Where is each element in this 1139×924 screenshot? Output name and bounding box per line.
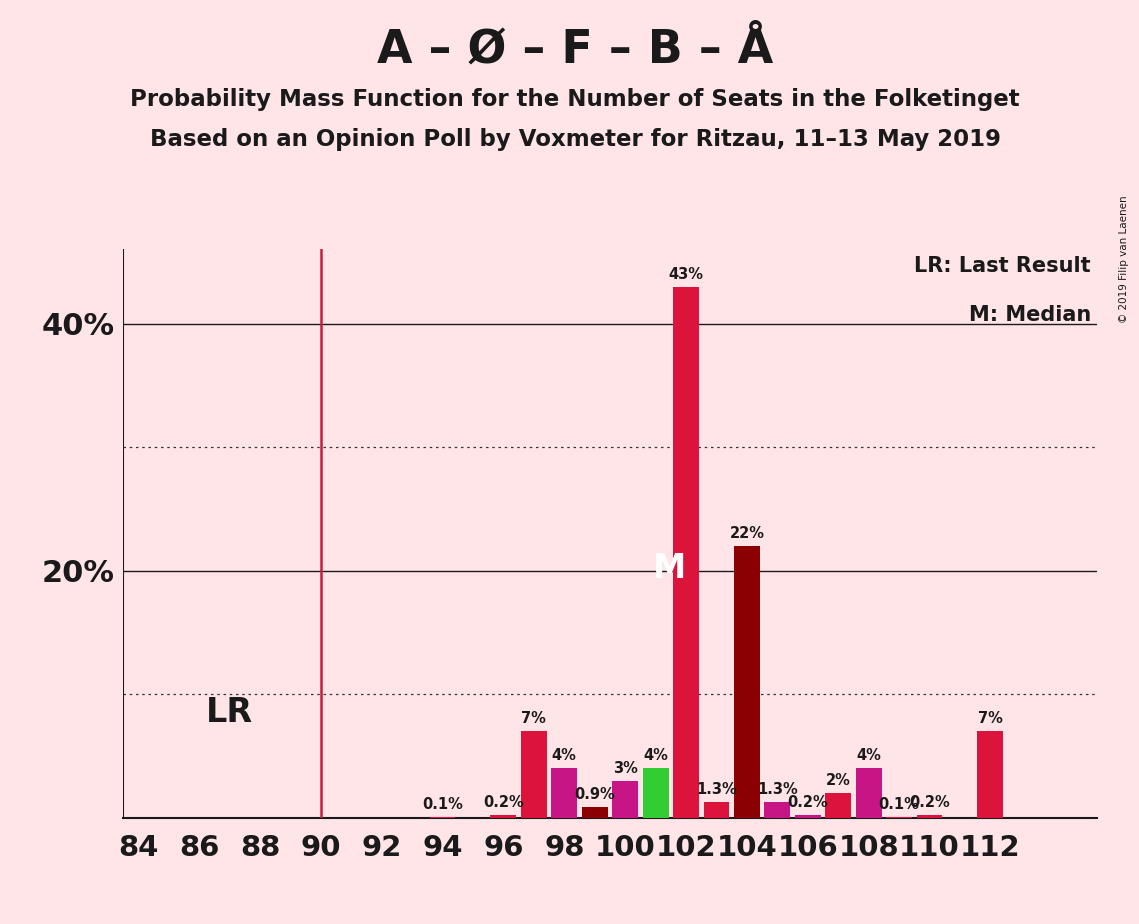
Bar bbox=[977, 731, 1003, 818]
Text: 7%: 7% bbox=[522, 711, 547, 726]
Text: 0.2%: 0.2% bbox=[909, 796, 950, 810]
Text: 0.1%: 0.1% bbox=[423, 796, 462, 811]
Bar bbox=[551, 769, 577, 818]
Bar bbox=[704, 802, 729, 818]
Text: M: M bbox=[653, 552, 686, 585]
Bar bbox=[764, 802, 790, 818]
Text: 0.2%: 0.2% bbox=[483, 796, 524, 810]
Text: 43%: 43% bbox=[669, 267, 704, 282]
Bar bbox=[855, 769, 882, 818]
Text: 4%: 4% bbox=[552, 748, 576, 763]
Text: 4%: 4% bbox=[857, 748, 882, 763]
Text: 0.2%: 0.2% bbox=[787, 796, 828, 810]
Text: 0.1%: 0.1% bbox=[878, 796, 919, 811]
Text: M: Median: M: Median bbox=[968, 305, 1091, 325]
Bar bbox=[429, 817, 456, 818]
Text: © 2019 Filip van Laenen: © 2019 Filip van Laenen bbox=[1120, 195, 1129, 322]
Text: 0.9%: 0.9% bbox=[574, 786, 615, 802]
Bar bbox=[795, 815, 821, 818]
Bar bbox=[917, 815, 942, 818]
Text: Probability Mass Function for the Number of Seats in the Folketinget: Probability Mass Function for the Number… bbox=[130, 88, 1021, 111]
Text: 1.3%: 1.3% bbox=[757, 782, 797, 796]
Bar bbox=[582, 807, 607, 818]
Bar bbox=[673, 286, 699, 818]
Text: 22%: 22% bbox=[729, 526, 764, 541]
Text: A – Ø – F – B – Å: A – Ø – F – B – Å bbox=[377, 28, 773, 73]
Text: 1.3%: 1.3% bbox=[696, 782, 737, 796]
Text: 4%: 4% bbox=[644, 748, 667, 763]
Bar bbox=[734, 546, 760, 818]
Text: LR: Last Result: LR: Last Result bbox=[915, 256, 1091, 275]
Bar bbox=[521, 731, 547, 818]
Bar bbox=[826, 793, 851, 818]
Bar bbox=[491, 815, 516, 818]
Text: 7%: 7% bbox=[978, 711, 1002, 726]
Text: 3%: 3% bbox=[613, 760, 638, 776]
Bar bbox=[886, 817, 912, 818]
Bar bbox=[642, 769, 669, 818]
Text: LR: LR bbox=[206, 697, 253, 729]
Bar bbox=[613, 781, 638, 818]
Text: Based on an Opinion Poll by Voxmeter for Ritzau, 11–13 May 2019: Based on an Opinion Poll by Voxmeter for… bbox=[149, 128, 1001, 151]
Text: 2%: 2% bbox=[826, 773, 851, 788]
